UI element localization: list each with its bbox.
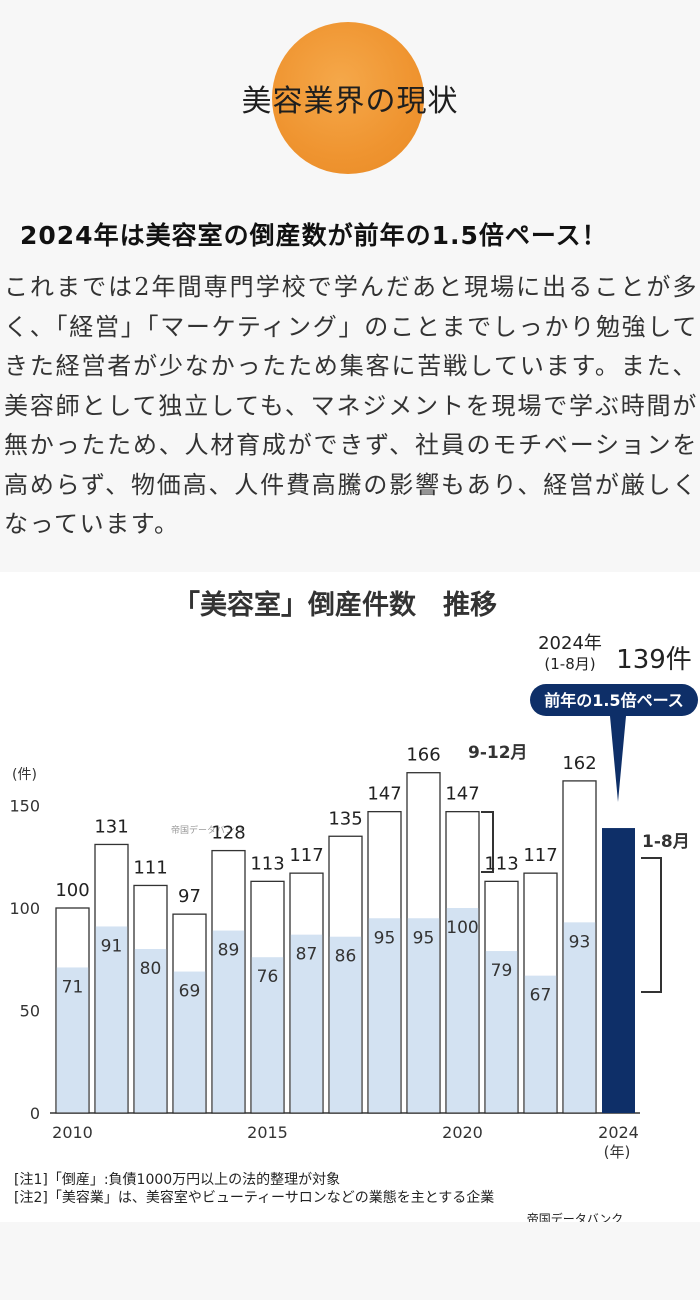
bracket-sept-dec xyxy=(481,811,494,873)
bar-total-label: 113 xyxy=(484,853,518,874)
bar-segment-label: 93 xyxy=(569,932,591,952)
label-2024-count: 139件 xyxy=(616,645,692,675)
badge-pointer xyxy=(610,716,626,802)
bar-segment-label: 67 xyxy=(530,986,552,1006)
bar-total-label: 113 xyxy=(250,853,284,874)
bar-segment-jan-aug xyxy=(563,922,596,1113)
bar-segment-jan-aug xyxy=(134,949,167,1113)
pace-badge xyxy=(530,684,698,716)
bar-total-label: 117 xyxy=(523,845,557,866)
bar-segment-jan-aug xyxy=(407,918,440,1113)
bankruptcy-bar-chart: 「美容室」倒産件数 推移 (件) (年) 2024年 (1-8月) 139件 前… xyxy=(9,589,698,1226)
body-paragraph: これまでは2年間専門学校で学んだあと現場に出ることが多く、「経営」「マーケティン… xyxy=(4,273,698,538)
bar-segment-jan-aug xyxy=(251,957,284,1113)
y-tick-label: 0 xyxy=(30,1104,40,1123)
bar-total-label: 97 xyxy=(178,886,201,907)
x-tick-label: 2015 xyxy=(247,1123,288,1142)
pace-badge-label: 前年の1.5倍ペース xyxy=(544,691,684,710)
chart-title: 「美容室」倒産件数 推移 xyxy=(173,589,497,621)
bar-total-label: 162 xyxy=(562,753,596,774)
y-axis-unit: (件) xyxy=(12,767,37,783)
label-2024-months: (1-8月) xyxy=(544,655,595,673)
orange-circle-decoration xyxy=(272,22,424,174)
bar-total-label: 128 xyxy=(211,823,245,844)
bar-total-label: 117 xyxy=(289,845,323,866)
bar-segment-jan-aug xyxy=(95,926,128,1113)
section-title: 美容業界の現状 xyxy=(241,84,459,119)
label-sept-dec: 9-12月 xyxy=(468,743,528,763)
bar-total-label: 100 xyxy=(55,880,89,901)
watermark: 帝国データバンク xyxy=(171,824,243,836)
note-1: [注1]「倒産」:負債1000万円以上の法的整理が対象 xyxy=(14,1172,340,1188)
source-credit: 帝国データバンク xyxy=(527,1211,624,1222)
bar-total-label: 135 xyxy=(328,808,362,829)
bar-segment-jan-aug xyxy=(173,971,206,1113)
bar-total-label: 166 xyxy=(406,745,440,766)
bar-total-label: 147 xyxy=(445,784,479,805)
x-tick-label: 2020 xyxy=(442,1123,483,1142)
bar-segment-jan-aug xyxy=(329,936,362,1113)
bar-segment-label: 76 xyxy=(257,967,279,987)
page-bottom-space xyxy=(0,1222,700,1300)
bar-segment-label: 91 xyxy=(101,936,123,956)
bar-2024 xyxy=(602,828,635,1113)
chart-panel: 「美容室」倒産件数 推移 (件) (年) 2024年 (1-8月) 139件 前… xyxy=(0,572,700,1226)
bar-segment-label: 71 xyxy=(62,977,84,997)
x-tick-label: 2024 xyxy=(598,1123,639,1142)
bar-segment-label: 95 xyxy=(374,928,396,948)
bar-segment-jan-aug xyxy=(446,908,479,1113)
y-tick-label: 50 xyxy=(20,1002,40,1021)
note-2: [注2]「美容業」は、美容室やビューティーサロンなどの業態を主とする企業 xyxy=(14,1189,494,1206)
bar-segment-label: 86 xyxy=(335,947,357,967)
bar-segment-label: 79 xyxy=(491,961,513,981)
bar-total-label: 111 xyxy=(133,857,167,878)
bar-segment-label: 87 xyxy=(296,945,318,965)
bar-segment-jan-aug xyxy=(368,918,401,1113)
y-tick-label: 100 xyxy=(9,899,40,918)
bar-segment-label: 95 xyxy=(413,928,435,948)
bar-segment-label: 69 xyxy=(179,982,201,1002)
bar-segment-jan-aug xyxy=(56,967,89,1113)
label-jan-aug: 1-8月 xyxy=(642,832,690,852)
y-tick-label: 150 xyxy=(9,797,40,816)
bracket-jan-aug xyxy=(641,857,662,993)
headline: 2024年は美容室の倒産数が前年の1.5倍ペース！ xyxy=(20,221,608,250)
bar-segment-jan-aug xyxy=(212,930,245,1113)
x-axis-unit: (年) xyxy=(604,1143,631,1161)
label-2024-period: 2024年 xyxy=(538,633,602,654)
bar-segment-jan-aug xyxy=(290,934,323,1113)
bar-segment-jan-aug xyxy=(524,975,557,1113)
bar-segment-label: 80 xyxy=(140,959,162,979)
bar-segment-label: 89 xyxy=(218,941,240,961)
bar-total-label: 131 xyxy=(94,816,128,837)
bar-segment-label: 100 xyxy=(446,918,478,938)
hero-section: 美容業界の現状 xyxy=(0,0,700,200)
bar-segment-jan-aug xyxy=(485,951,518,1113)
bar-total-label: 147 xyxy=(367,784,401,805)
x-tick-label: 2010 xyxy=(52,1123,93,1142)
